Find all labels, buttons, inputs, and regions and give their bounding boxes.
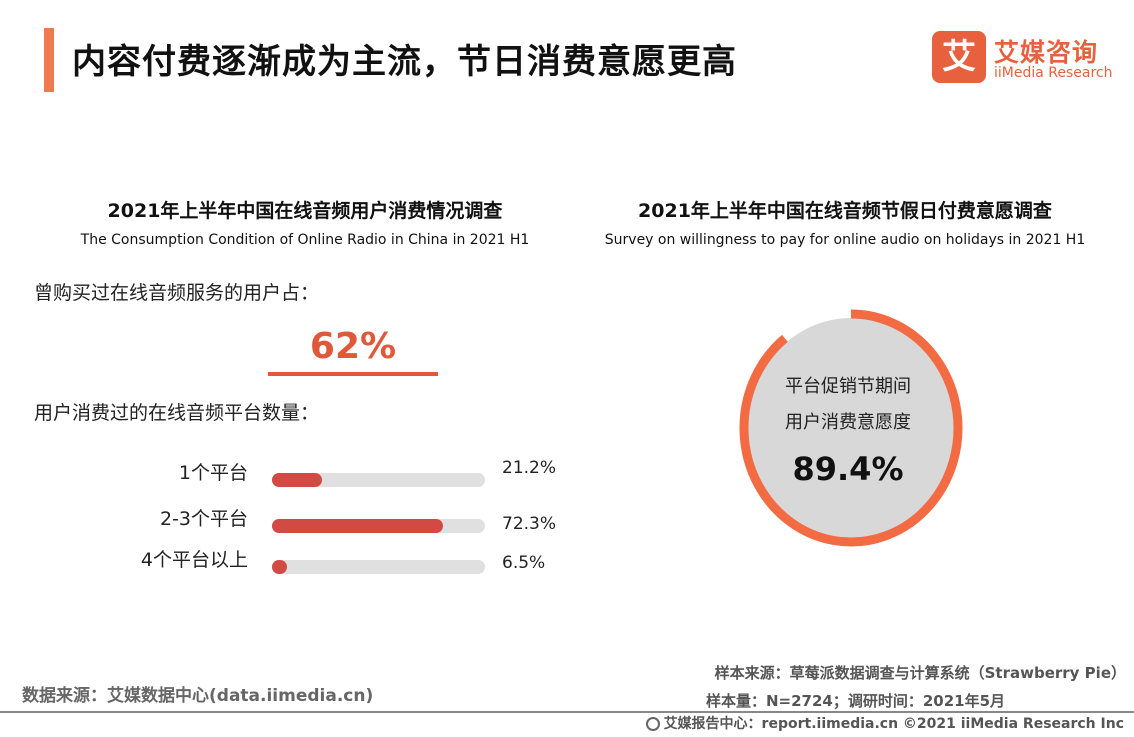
left-chart-title-cn: 2021年上半年中国在线音频用户消费情况调查 (107, 200, 503, 222)
bar-category-label: 2-3个平台 (159, 508, 248, 530)
percentage-underline (268, 372, 438, 376)
donut-label-line1: 平台促销节期间 (785, 376, 911, 397)
donut-label-line2: 用户消费意愿度 (785, 412, 911, 433)
bar-fill (272, 519, 443, 533)
bar-value-label: 6.5% (502, 553, 546, 573)
donut-progress-arc (739, 309, 963, 547)
willingness-donut-chart (739, 309, 963, 547)
footer-divider (0, 711, 1134, 713)
logo-glyph: 艾 (942, 37, 976, 77)
bar-track (272, 473, 485, 487)
bar-category-label: 4个平台以上 (140, 549, 248, 571)
brand-logo: 艾 艾媒咨询 iiMedia Research (932, 31, 1122, 87)
page-title: 内容付费逐渐成为主流，节日消费意愿更高 (72, 42, 737, 82)
bar-value-label: 72.3% (502, 514, 557, 534)
donut-center (748, 318, 954, 538)
bar-fill (272, 473, 322, 487)
right-chart-title-en: Survey on willingness to pay for online … (604, 232, 1086, 248)
sample-source: 样本来源：草莓派数据调查与计算系统（Strawberry Pie） (714, 664, 1126, 682)
bar-track (272, 560, 485, 574)
purchase-percentage: 62% (309, 326, 397, 367)
data-source: 数据来源：艾媒数据中心(data.iimedia.cn) (22, 686, 374, 706)
bar-fill (272, 560, 287, 574)
left-chart-title-en: The Consumption Condition of Online Radi… (80, 232, 530, 248)
bar-track (272, 519, 485, 533)
logo-name-cn: 艾媒咨询 (994, 38, 1099, 67)
sample-size: 样本量：N=2724；调研时间：2021年5月 (706, 692, 1006, 710)
bar-category-label: 1个平台 (178, 462, 248, 484)
bar-value-label: 21.2% (502, 458, 557, 478)
right-chart-title-cn: 2021年上半年中国在线音频节假日付费意愿调查 (638, 200, 1052, 222)
globe-icon (645, 717, 660, 731)
footer-copyright: 艾媒报告中心：report.iimedia.cn ©2021 iiMedia R… (645, 713, 1124, 733)
logo-badge (932, 31, 986, 83)
title-accent-bar (44, 28, 54, 92)
platform-count-question: 用户消费过的在线音频平台数量： (34, 402, 320, 424)
copyright-text: 艾媒报告中心：report.iimedia.cn ©2021 iiMedia R… (663, 716, 1124, 732)
donut-value: 89.4% (792, 450, 904, 488)
logo-name-en: iiMedia Research (994, 65, 1113, 81)
purchase-question: 曾购买过在线音频服务的用户占： (34, 282, 320, 304)
